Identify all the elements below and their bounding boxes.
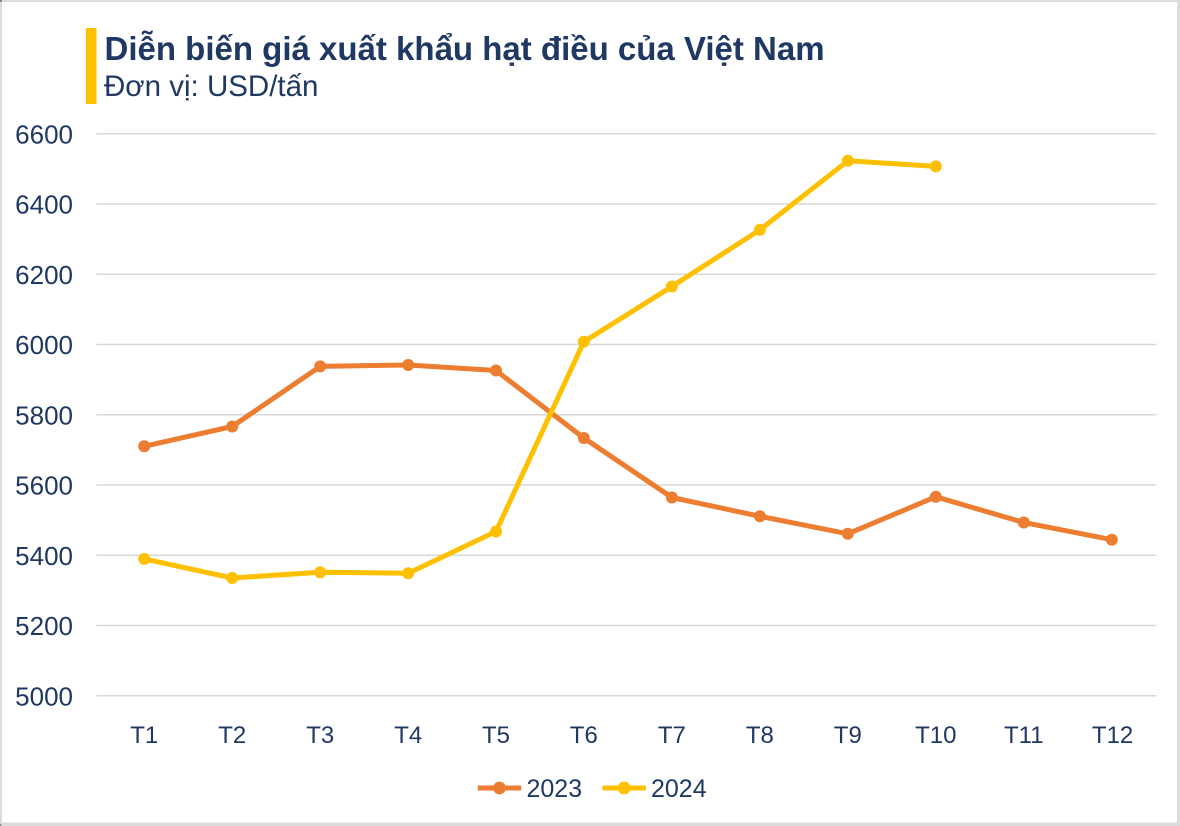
- svg-text:T12: T12: [1092, 722, 1133, 749]
- svg-text:T10: T10: [915, 722, 956, 749]
- svg-text:T8: T8: [746, 722, 774, 749]
- svg-text:T7: T7: [658, 722, 686, 749]
- svg-text:6400: 6400: [15, 190, 73, 220]
- svg-text:5200: 5200: [15, 611, 73, 641]
- svg-text:2023: 2023: [527, 775, 583, 803]
- svg-text:Diễn biến giá xuất khẩu hạt đi: Diễn biến giá xuất khẩu hạt điều của Việ…: [105, 30, 825, 67]
- svg-text:T9: T9: [834, 722, 862, 749]
- svg-text:Đơn vị: USD/tấn: Đơn vị: USD/tấn: [104, 70, 318, 103]
- svg-text:T4: T4: [394, 722, 422, 749]
- svg-text:T6: T6: [570, 722, 598, 749]
- svg-text:6000: 6000: [15, 330, 73, 360]
- svg-text:5800: 5800: [15, 400, 73, 430]
- svg-text:T1: T1: [130, 722, 158, 749]
- svg-text:5000: 5000: [15, 681, 73, 711]
- svg-text:T5: T5: [482, 722, 510, 749]
- svg-text:T2: T2: [218, 722, 246, 749]
- svg-text:5400: 5400: [15, 541, 73, 571]
- svg-text:T11: T11: [1004, 722, 1044, 749]
- svg-text:2024: 2024: [651, 775, 707, 803]
- svg-text:6600: 6600: [15, 119, 73, 149]
- svg-text:6200: 6200: [15, 260, 73, 290]
- svg-text:5600: 5600: [15, 471, 73, 501]
- svg-text:T3: T3: [306, 722, 334, 749]
